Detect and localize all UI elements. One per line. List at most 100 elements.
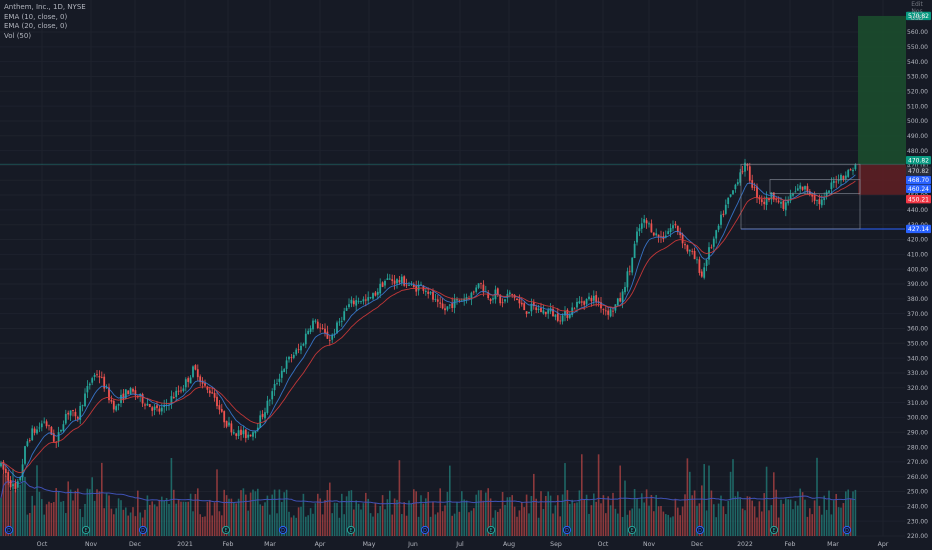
volume-bar — [741, 508, 744, 536]
volume-bar — [43, 514, 45, 536]
candle-body — [360, 301, 362, 302]
volume-bar — [549, 495, 552, 536]
volume-bar — [852, 491, 854, 536]
volume-bar — [689, 471, 691, 536]
volume-bar — [252, 489, 254, 536]
target-zone[interactable] — [858, 15, 906, 165]
price-tag-label: 460.24 — [908, 186, 929, 193]
volume-bar — [554, 505, 557, 536]
time-tick-label: Oct — [37, 541, 48, 548]
volume-bar — [134, 516, 137, 536]
volume-bar — [312, 513, 314, 536]
event-marker[interactable] — [4, 525, 14, 535]
event-marker[interactable] — [81, 525, 91, 535]
volume-bar — [218, 511, 221, 536]
volume-bar — [353, 509, 355, 536]
candle-body — [561, 315, 564, 322]
candle-body — [472, 291, 475, 293]
volume-bar — [254, 491, 257, 536]
volume-bar — [38, 491, 41, 536]
volume-bar — [259, 504, 261, 536]
event-marker[interactable] — [842, 525, 852, 535]
volume-bar — [804, 499, 806, 536]
candle-body — [628, 270, 631, 272]
event-marker-label: D — [7, 528, 11, 534]
volume-legend[interactable]: Vol (50) — [4, 31, 32, 40]
event-marker[interactable] — [562, 525, 572, 535]
time-tick-label: Dec — [691, 541, 704, 548]
candle-body — [376, 291, 379, 295]
ema-20-line[interactable] — [0, 180, 856, 474]
candle-body — [609, 309, 612, 317]
candle-body — [458, 300, 461, 302]
candle-body — [283, 369, 286, 373]
volume-bar — [801, 492, 804, 536]
price-tag — [906, 175, 931, 185]
volume-ma-line — [0, 480, 856, 505]
time-axis[interactable]: Oct Nov Dec 2021 Feb Mar Apr May Jun Jul Aug Sep Oct… — [0, 537, 906, 550]
candle-body — [585, 298, 588, 304]
ema20-legend[interactable]: EMA (20, close, 0) — [4, 22, 68, 30]
volume-bar — [108, 495, 110, 536]
event-marker[interactable] — [769, 525, 779, 535]
volume-bar — [761, 511, 763, 536]
event-marker[interactable] — [278, 525, 288, 535]
volume-bar — [530, 495, 533, 536]
volume-bar — [338, 517, 341, 536]
event-marker[interactable] — [486, 525, 496, 535]
stop-zone[interactable] — [858, 164, 906, 195]
volume-bar — [302, 493, 305, 536]
event-marker-label: D — [565, 528, 569, 534]
candle-body — [516, 298, 518, 301]
event-marker[interactable] — [221, 525, 231, 535]
ema10-legend[interactable]: EMA (10, close, 0) — [4, 12, 68, 21]
consolidation-box[interactable] — [740, 163, 861, 230]
price-tick-label: 550.00 — [907, 44, 928, 51]
symbol-title[interactable]: Anthem, Inc., 1D, NYSE — [4, 3, 86, 11]
candle-body — [208, 390, 211, 394]
event-marker[interactable] — [695, 525, 705, 535]
event-marker[interactable] — [346, 525, 356, 535]
volume-bar — [69, 489, 72, 536]
time-tick-label: Feb — [223, 541, 234, 548]
price-axis[interactable]: 220.00 230.00 240.00 250.00 260.00 270.00 280.… — [906, 0, 932, 550]
volume-bar — [475, 494, 477, 536]
volume-bar — [36, 465, 38, 536]
candle-body — [775, 199, 778, 201]
event-marker[interactable] — [627, 525, 637, 535]
volume-bar — [780, 499, 782, 536]
volume-bar — [840, 507, 842, 536]
volume-bar — [641, 493, 643, 536]
price-tick-label: 370.00 — [907, 311, 928, 318]
volume-bar — [326, 489, 329, 536]
candle-body — [396, 279, 398, 284]
volume-bar — [845, 491, 847, 536]
volume-bar — [693, 490, 696, 536]
volume-bar — [96, 489, 98, 536]
candle-body — [758, 197, 761, 200]
volume-bar — [129, 512, 132, 536]
candle-body — [333, 333, 336, 335]
volume-bar — [365, 492, 367, 536]
inner-range-box[interactable] — [769, 179, 861, 194]
candle-body — [242, 430, 245, 435]
candle-body — [465, 297, 468, 300]
candle-body — [252, 432, 254, 437]
candle-body — [60, 429, 62, 432]
candle-body — [348, 304, 350, 307]
candle-body — [417, 284, 420, 291]
candle-body — [789, 194, 792, 201]
ema-10-line[interactable] — [0, 174, 856, 479]
candle-body — [160, 407, 163, 412]
volume-bar — [561, 494, 564, 536]
currency-label[interactable]: Edit Nos USD — [906, 1, 928, 22]
volume-bar — [331, 513, 333, 536]
volume-bar — [149, 504, 151, 536]
event-marker[interactable] — [138, 525, 148, 535]
volume-bar — [269, 514, 271, 536]
event-marker[interactable] — [420, 525, 430, 535]
candle-body — [722, 213, 725, 216]
candle-body — [292, 354, 295, 358]
